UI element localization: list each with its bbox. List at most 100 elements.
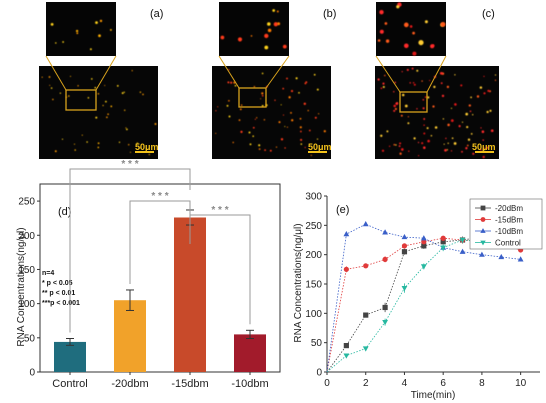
fluorescence-dot [124, 109, 126, 111]
fluorescence-dot [399, 142, 402, 145]
fluorescence-dot [48, 76, 51, 78]
fluorescence-dot [442, 118, 445, 120]
fluorescence-dot [300, 143, 303, 145]
fluorescence-dot [481, 130, 485, 133]
fluorescence-dot [486, 146, 489, 149]
fluorescence-dot [86, 141, 88, 143]
series-line [326, 223, 521, 373]
data-point [363, 312, 369, 318]
data-point [480, 217, 486, 222]
y-tick-label: 0 [29, 368, 35, 379]
data-point [362, 346, 369, 352]
fluorescence-dot [237, 37, 243, 42]
stats-line: ***p < 0.001 [42, 300, 80, 307]
fluorescence-dot [99, 19, 103, 23]
zoom-connector [375, 55, 401, 93]
fluorescence-dot [393, 91, 395, 93]
fluorescence-dot [142, 93, 144, 96]
x-tick-label: -20dbm [111, 378, 148, 390]
bar [54, 341, 86, 372]
fluorescence-dot [403, 22, 409, 28]
fluorescence-dot [470, 96, 472, 99]
fluorescence-dot [228, 99, 230, 102]
fluorescence-dot [443, 143, 445, 145]
fluorescence-dot [483, 75, 485, 78]
zoom-connector [95, 55, 117, 91]
fluorescence-dot [458, 125, 461, 128]
bar-y-axis-label: RNA Concentrations(ng/μl) [16, 227, 27, 346]
fluorescence-dot [470, 133, 473, 135]
fluorescence-dot [252, 135, 254, 137]
fluorescence-dot [307, 109, 309, 112]
fluorescence-dot [90, 78, 93, 80]
fluorescence-dot [139, 91, 142, 93]
fluorescence-dot [465, 112, 469, 116]
fluorescence-dot [450, 150, 453, 152]
x-tick-label: 4 [402, 378, 408, 389]
data-point [440, 239, 446, 245]
scale-bar-label: 50μm [135, 142, 159, 152]
fluorescence-dot [105, 100, 107, 103]
fluorescence-dot [490, 129, 494, 133]
zoom-inset-a [46, 2, 116, 56]
fluorescence-dot [102, 104, 104, 107]
fluorescence-dot [418, 40, 424, 46]
fluorescence-dot [380, 87, 383, 90]
fluorescence-dot [404, 104, 408, 108]
fluorescence-dot [81, 134, 83, 136]
fluorescence-dot [275, 146, 278, 148]
fluorescence-dot [406, 68, 409, 71]
fluorescence-dot [468, 104, 471, 107]
data-point [459, 237, 466, 244]
fluorescence-dot [55, 42, 57, 44]
fluorescence-dot [472, 114, 474, 116]
fluorescence-dot [479, 86, 483, 89]
fluorescence-dot [417, 154, 420, 157]
fluorescence-dot [87, 97, 90, 99]
fluorescence-dot [430, 134, 433, 137]
zoom-box [65, 89, 97, 111]
fluorescence-dot [408, 150, 410, 152]
fluorescence-dot [316, 138, 319, 140]
fluorescence-dot [59, 92, 62, 94]
data-point [459, 248, 466, 254]
fluorescence-dot [97, 92, 100, 95]
fluorescence-dot [400, 114, 403, 117]
fluorescence-dot [380, 134, 383, 137]
fluorescence-dot [377, 78, 380, 81]
y-tick-label: 50 [311, 338, 323, 349]
fluorescence-dot [417, 141, 420, 144]
y-tick-label: 0 [316, 368, 322, 379]
y-tick-label: 150 [18, 265, 35, 276]
fluorescence-dots [41, 70, 157, 156]
fluorescence-dot [68, 95, 70, 97]
fluorescence-dot [252, 126, 255, 129]
fluorescence-dot [106, 116, 108, 119]
fluorescence-dot [472, 152, 475, 155]
data-point [382, 304, 388, 311]
fluorescence-dot [50, 87, 53, 89]
fluorescence-dot [483, 92, 486, 95]
fluorescence-dot [316, 88, 319, 91]
fluorescence-dot [310, 154, 312, 157]
data-point [479, 251, 485, 257]
panel-label-e: (e) [336, 204, 349, 216]
fluorescence-dot [129, 151, 132, 153]
fluorescence-dot [466, 126, 469, 129]
fluorescence-dot [50, 23, 54, 26]
fluorescence-dot [379, 10, 384, 15]
fluorescence-dot [126, 128, 128, 131]
zoom-inset-c [376, 2, 446, 56]
scale-bar-label: 50μm [308, 142, 332, 152]
data-point [517, 256, 524, 262]
fluorescence-dot [295, 77, 298, 80]
zoom-connector [426, 55, 447, 93]
stats-note: n=4 * p < 0.05 ** p < 0.01 ***p < 0.001 [42, 270, 80, 307]
fluorescence-dot [261, 92, 264, 95]
data-point [343, 343, 349, 349]
fluorescence-dot [381, 149, 385, 152]
fluorescence-dot [94, 86, 97, 89]
fluorescence-dot [227, 81, 230, 84]
fluorescence-dot [277, 22, 281, 26]
